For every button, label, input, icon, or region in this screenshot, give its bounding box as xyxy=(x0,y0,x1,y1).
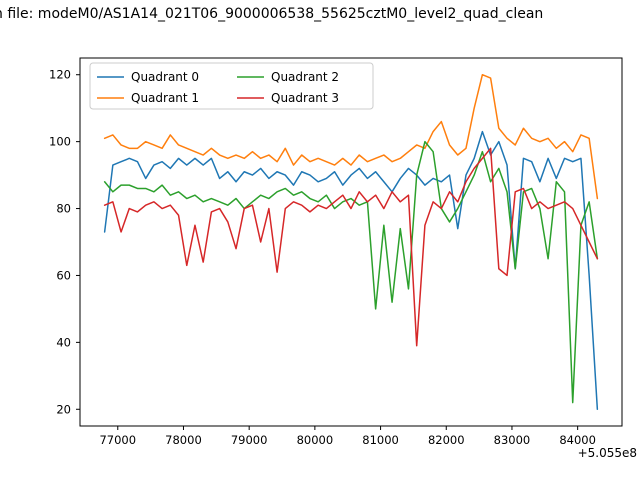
y-tick-label: 20 xyxy=(56,402,71,416)
x-tick-label: 80000 xyxy=(297,433,334,447)
x-tick-label: 77000 xyxy=(99,433,136,447)
series-line-quadrant-1 xyxy=(103,73,599,200)
axes-box xyxy=(79,57,623,427)
legend-label-quadrant-2: Quadrant 2 xyxy=(271,70,339,84)
y-tick-label: 60 xyxy=(56,268,71,282)
x-tick-label: 82000 xyxy=(428,433,465,447)
series-line-quadrant-0 xyxy=(103,130,599,411)
y-tick-label: 80 xyxy=(56,202,71,216)
x-tick-label: 81000 xyxy=(362,433,399,447)
chart-title: n file: modeM0/AS1A14_021T06_9000006538_… xyxy=(0,6,544,22)
x-tick-label: 84000 xyxy=(559,433,596,447)
y-tick-label: 40 xyxy=(56,335,71,349)
y-tick-label: 120 xyxy=(49,68,71,82)
series-line-quadrant-3 xyxy=(103,147,599,347)
x-tick-label: 83000 xyxy=(494,433,531,447)
legend-label-quadrant-0: Quadrant 0 xyxy=(131,70,199,84)
x-tick-label: 79000 xyxy=(231,433,268,447)
legend-label-quadrant-3: Quadrant 3 xyxy=(271,91,339,105)
y-tick-label: 100 xyxy=(49,135,71,149)
x-axis-offset-label: +5.055e8 xyxy=(577,446,637,460)
series-line-quadrant-2 xyxy=(103,140,599,404)
legend-box xyxy=(89,62,374,110)
legend-label-quadrant-1: Quadrant 1 xyxy=(131,91,199,105)
x-tick-label: 78000 xyxy=(165,433,202,447)
